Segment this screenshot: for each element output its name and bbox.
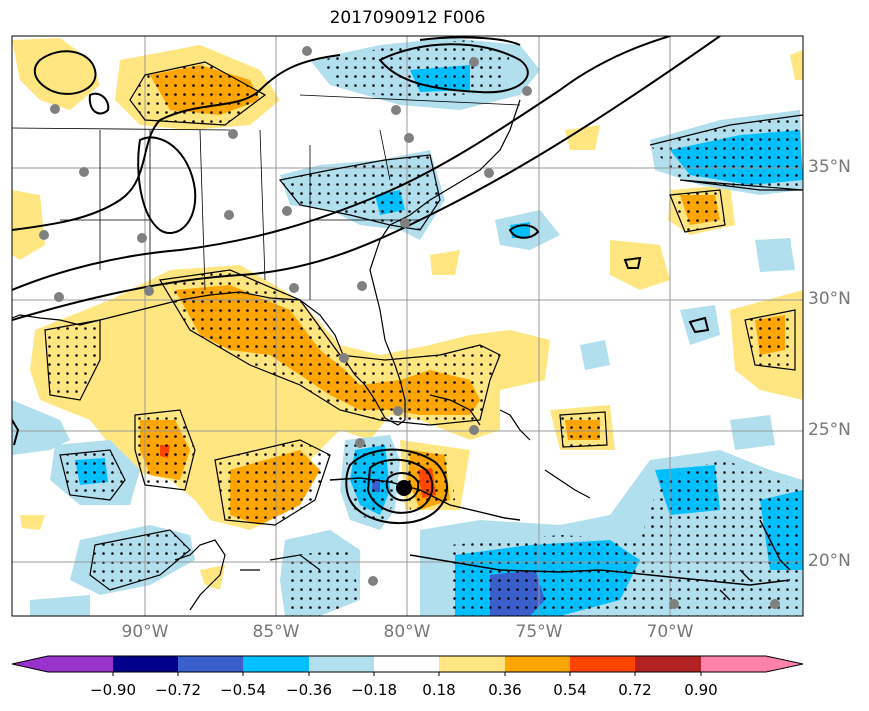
lat-label-20n: 20°N — [808, 551, 851, 571]
lon-label-85w: 85°W — [252, 622, 300, 642]
map-frame — [11, 35, 804, 617]
hurricane-center-marker — [396, 480, 412, 496]
stipple-regions — [45, 40, 803, 616]
graticule — [12, 36, 803, 616]
colorbar-max-extend — [766, 656, 803, 672]
colorbar-min-extend — [12, 656, 48, 672]
colorbar-tick-label: −0.54 — [220, 681, 266, 699]
station-markers — [39, 46, 780, 609]
lon-label-90w: 90°W — [121, 622, 169, 642]
lat-label-35n: 35°N — [808, 157, 851, 177]
colorbar-tick-label: −0.18 — [351, 681, 397, 699]
colorbar-tick-label: 0.18 — [422, 681, 456, 699]
colorbar-tick-label: −0.90 — [90, 681, 136, 699]
shaded-field — [12, 38, 803, 616]
colorbar-tick-label: 0.54 — [553, 681, 587, 699]
colorbar-tick-label: −0.72 — [155, 681, 201, 699]
colorbar-tick-label: 0.90 — [684, 681, 718, 699]
colorbar-tick-label: 0.72 — [618, 681, 652, 699]
lon-label-70w: 70°W — [646, 622, 694, 642]
significance-contours — [44, 61, 803, 591]
map-title: 2017090912 F006 — [329, 8, 486, 28]
lat-label-30n: 30°N — [808, 289, 851, 309]
lon-label-80w: 80°W — [383, 622, 431, 642]
lon-label-75w: 75°W — [515, 622, 563, 642]
lat-label-25n: 25°N — [808, 420, 851, 440]
contour-lines — [12, 36, 721, 524]
colorbar-tick-label: −0.36 — [286, 681, 332, 699]
colorbar-tick-label: 0.36 — [488, 681, 522, 699]
colorbar — [11, 655, 804, 676]
